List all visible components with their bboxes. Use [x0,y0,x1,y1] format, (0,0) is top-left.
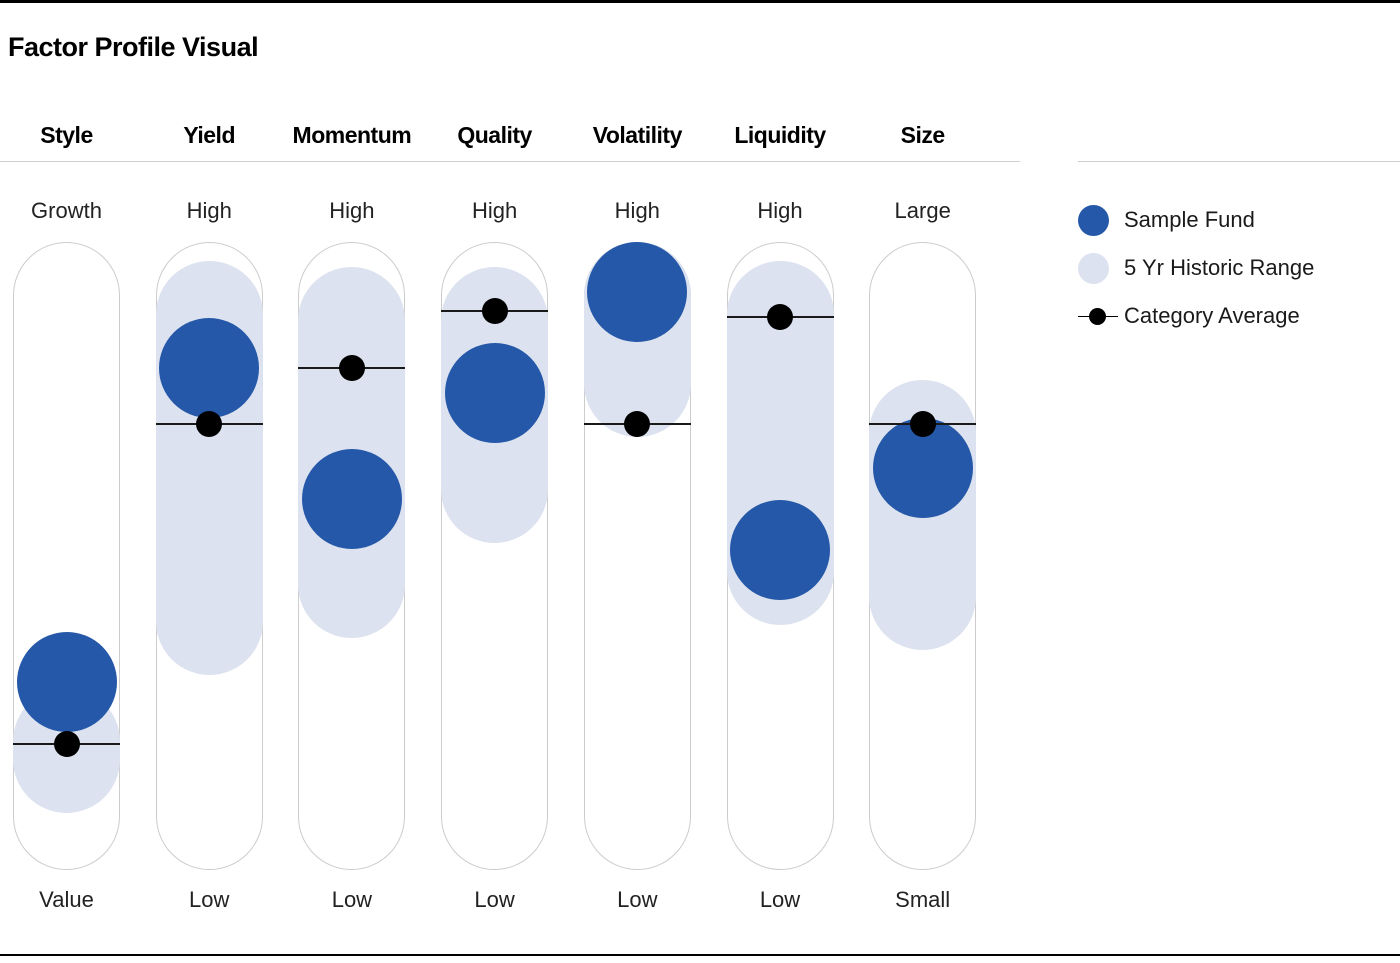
factor-bottom-label: Low [331,887,373,912]
factor-header: Liquidity [734,122,826,148]
page-title: Factor Profile Visual [8,32,259,63]
factor-top-label: Large [894,198,951,223]
factor-column-quality: Quality High Low [441,0,549,963]
factor-column-yield: Yield High Low [155,0,263,963]
legend-separator-rule [1078,161,1400,162]
category-average-dot [53,731,80,758]
factor-bottom-label: Value [39,887,94,912]
legend: Sample Fund 5 Yr Historic Range Category… [1078,196,1400,340]
bottom-border-rule [0,954,1400,956]
historic-range-swatch-icon [1078,252,1124,284]
factor-top-label: High [757,198,803,223]
fund-circle [444,342,545,443]
factor-top-label: High [186,198,232,223]
fund-circle [587,242,688,343]
factor-header: Volatility [592,122,683,148]
factor-header: Style [40,122,93,148]
legend-label: 5 Yr Historic Range [1124,255,1315,280]
category-average-swatch-icon [1078,307,1124,325]
factor-header: Momentum [292,122,412,148]
legend-item-category-average: Category Average [1078,292,1400,340]
category-average-dot [196,411,223,438]
factor-top-label: Growth [31,198,102,223]
category-average-dot [767,304,793,331]
factor-bottom-label: Low [759,887,801,912]
factor-bottom-label: Small [895,887,951,912]
category-average-dot [338,354,365,381]
factor-column-liquidity: Liquidity High Low [726,0,834,963]
factor-column-volatility: Volatility High Low [583,0,691,963]
fund-circle [16,631,117,732]
sample-fund-swatch-icon [1078,204,1124,236]
factor-top-label: High [471,198,518,223]
factor-bottom-label: Low [617,887,658,912]
category-average-dot [624,411,651,438]
factor-header: Size [900,122,946,148]
factor-bottom-label: Low [189,887,230,912]
fund-circle [301,449,402,550]
category-average-dot [481,298,508,325]
factor-top-label: High [614,198,660,223]
fund-circle [730,499,830,600]
factor-top-label: High [329,198,375,223]
factor-column-momentum: Momentum High Low [293,0,412,963]
legend-item-sample-fund: Sample Fund [1078,196,1400,244]
header-separator-rule [0,161,1020,162]
legend-label: Sample Fund [1124,207,1255,232]
category-average-dot [909,411,936,438]
top-border-rule [0,0,1400,3]
factor-column-style: Style Growth Value [13,0,120,963]
factor-column-size: Size Large Small [869,0,977,963]
legend-label: Category Average [1124,303,1300,328]
factor-header: Quality [457,122,532,148]
factor-header: Yield [183,122,235,148]
legend-item-historic-range: 5 Yr Historic Range [1078,244,1400,292]
fund-circle [159,317,260,418]
factor-bottom-label: Low [474,887,515,912]
